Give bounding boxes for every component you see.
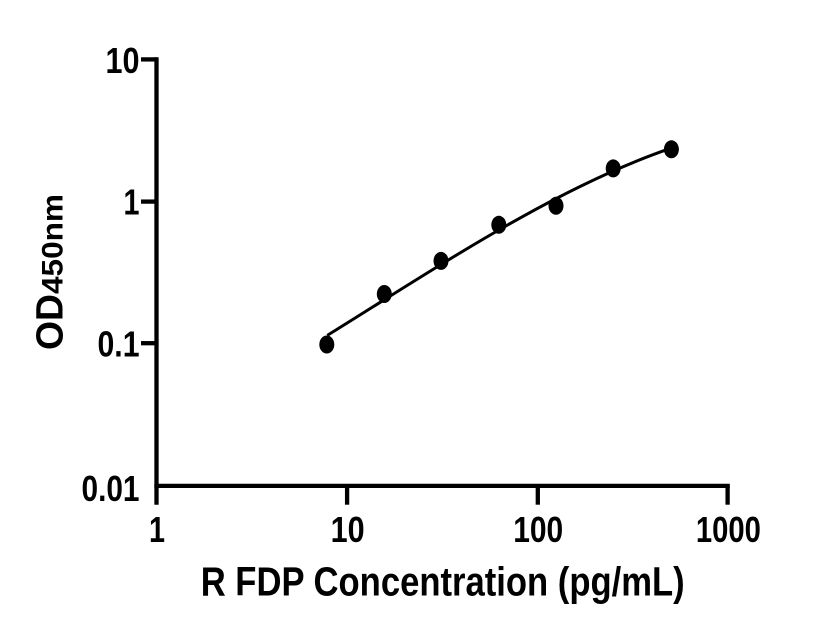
svg-text:OD: OD [30,294,72,350]
svg-text:10: 10 [106,40,140,81]
svg-text:0.1: 0.1 [98,324,140,365]
svg-text:1: 1 [149,509,165,550]
svg-text:450nm: 450nm [37,194,70,294]
svg-text:0.01: 0.01 [82,468,140,509]
svg-text:R FDP Concentration (pg/mL): R FDP Concentration (pg/mL) [201,559,685,605]
svg-text:1000: 1000 [696,509,761,550]
svg-text:10: 10 [331,509,365,550]
svg-text:1: 1 [124,182,140,223]
svg-text:100: 100 [513,509,563,550]
